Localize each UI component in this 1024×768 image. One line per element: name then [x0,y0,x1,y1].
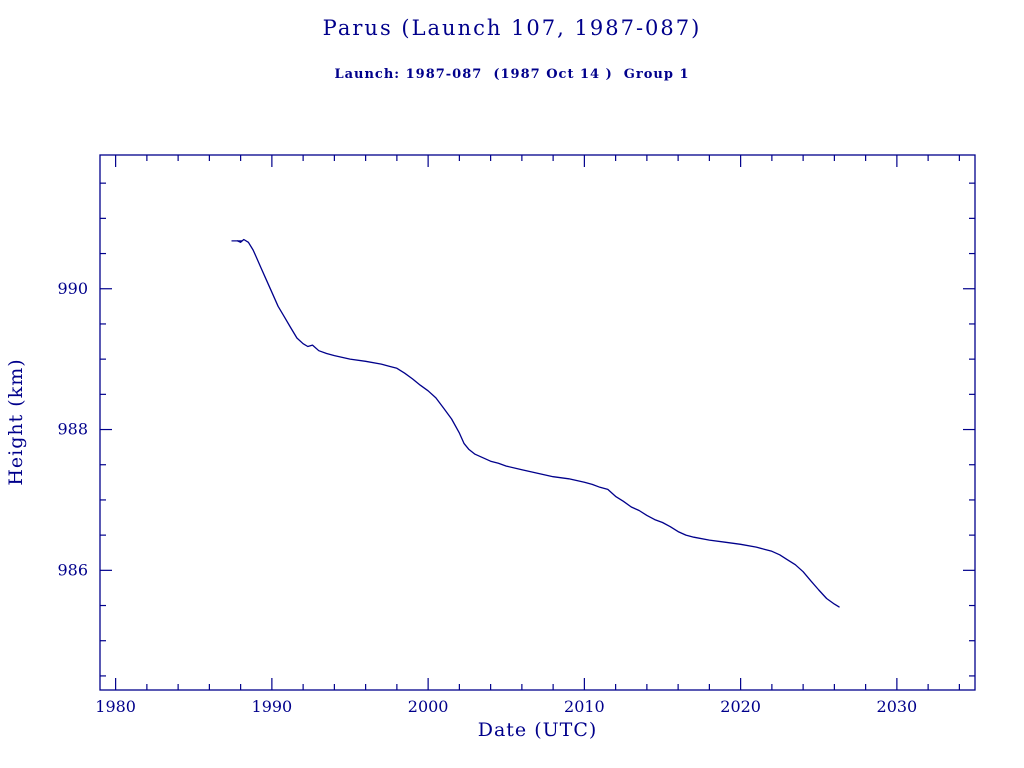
x-tick-label: 1980 [95,697,136,716]
x-tick-label: 2010 [564,697,605,716]
y-axis-label: Height (km) [5,358,27,486]
chart-title: Parus (Launch 107, 1987-087) [322,16,702,40]
chart-subtitle: Launch: 1987-087 (1987 Oct 14 ) Group 1 [334,67,690,82]
x-tick-label: 2000 [408,697,449,716]
plot-frame [99,154,976,691]
x-tick-label: 2020 [720,697,761,716]
x-tick-label: 1990 [252,697,293,716]
y-tick-label: 990 [57,279,88,298]
x-tick-label: 2030 [877,697,918,716]
y-tick-label: 988 [57,420,88,439]
data-line [236,238,840,608]
y-tick-label: 986 [57,560,88,579]
x-axis-label: Date (UTC) [477,719,598,741]
